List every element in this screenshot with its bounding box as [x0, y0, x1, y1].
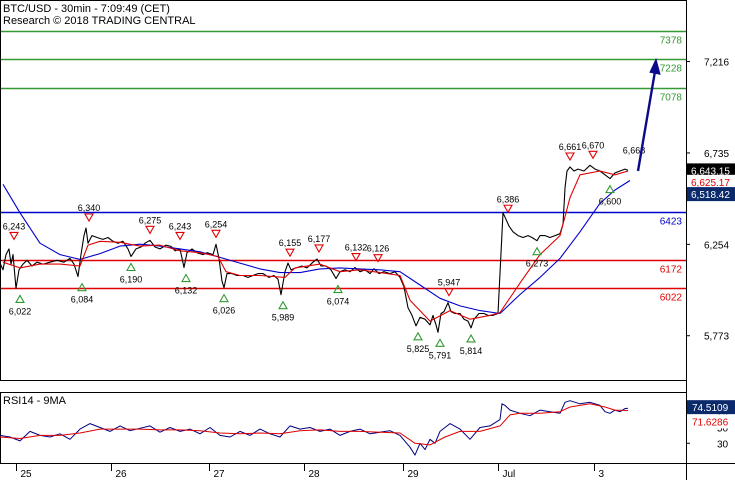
- axis-labels: 2526272829Jul37,2166,7356,2545,773705030…: [21, 58, 735, 480]
- point-label-24: 6,600: [599, 197, 622, 207]
- point-label-15: 6,126: [367, 244, 390, 254]
- marker-top-4: [145, 225, 155, 235]
- level-label-6022: 6022: [660, 293, 683, 304]
- marker-bottom-16: [413, 331, 423, 341]
- swing-markers: 6,243 6,022 6,340 6,084 6,275 6,190 6,243 6,132…: [3, 140, 646, 360]
- point-label-22: 6,661: [559, 142, 582, 152]
- point-label-0: 6,243: [3, 221, 26, 231]
- marker-bottom-21: [532, 246, 542, 256]
- marker-top-2: [84, 213, 94, 223]
- point-label-6: 6,243: [169, 221, 192, 231]
- point-label-12: 6,177: [308, 234, 331, 244]
- point-label-20: 6,386: [497, 194, 520, 204]
- chart-title: BTC/USD - 30min - 7:09:49 (CET): [3, 3, 170, 15]
- level-label-7078: 7078: [660, 93, 683, 104]
- marker-top-18: [444, 288, 454, 297]
- marker-bottom-7: [181, 273, 191, 283]
- level-label-6423: 6423: [660, 217, 683, 228]
- point-label-13: 6,074: [327, 297, 350, 307]
- marker-top-15: [373, 254, 383, 263]
- marker-bottom-5: [126, 262, 136, 272]
- point-label-18: 5,947: [438, 278, 461, 288]
- x-tick-label-26: 26: [116, 469, 128, 480]
- last-value-label-1: 6,625.17: [691, 178, 730, 189]
- marker-top-6: [175, 231, 185, 241]
- marker-top-0: [9, 231, 19, 241]
- point-label-2: 6,340: [78, 203, 101, 213]
- last-value-label-2: 6,518.42: [691, 190, 730, 201]
- rsi-y-tick-label-30: 30: [717, 439, 729, 450]
- point-label-23: 6,670: [582, 140, 605, 150]
- marker-top-8: [211, 229, 221, 239]
- x-tick-label-25: 25: [21, 469, 33, 480]
- point-label-7: 6,132: [175, 286, 198, 296]
- marker-top-22: [565, 152, 575, 162]
- x-tick-label-28: 28: [309, 469, 321, 480]
- point-label-11: 6,155: [279, 238, 302, 248]
- point-label-16: 5,825: [407, 344, 430, 354]
- forecast-arrow-shaft: [636, 71, 657, 172]
- x-tick-label-3: 3: [599, 469, 605, 480]
- last-value-badge-0: [687, 163, 735, 178]
- rsi-y-tick-label-50: 50: [717, 424, 729, 435]
- marker-top-11: [285, 248, 295, 258]
- level-label-6172: 6172: [660, 265, 683, 276]
- y-tick-label-5773: 5,773: [704, 332, 729, 343]
- marker-bottom-17: [435, 338, 445, 347]
- marker-bottom-3: [77, 282, 87, 292]
- point-label-3: 6,084: [71, 295, 94, 305]
- point-label-10: 5,989: [272, 313, 295, 323]
- x-tick-label-Jul: Jul: [503, 469, 516, 480]
- marker-top-20: [503, 204, 513, 214]
- marker-top-23: [588, 150, 598, 160]
- rsi-series-rsi-ma: [0, 403, 629, 446]
- point-label-25: 6,668: [623, 146, 646, 156]
- y-tick-label-6735: 6,735: [704, 149, 729, 160]
- chart-subtitle: Research © 2018 TRADING CENTRAL: [3, 15, 196, 27]
- rsi-last-badge-0: [687, 400, 735, 415]
- point-label-9: 6,026: [213, 306, 236, 316]
- point-label-19: 5,814: [460, 346, 483, 356]
- forecast-arrow-head: [649, 57, 661, 75]
- y-tick-label-6254: 6,254: [704, 240, 729, 251]
- last-value-badge-1: [687, 174, 735, 189]
- rsi-series-group: [0, 400, 629, 456]
- point-label-5: 6,190: [120, 275, 143, 285]
- rsi-panel-frame: [0, 392, 687, 464]
- rsi-last-label-0: 74.5109: [692, 403, 729, 414]
- rsi-last-badge-1: [687, 414, 735, 429]
- last-value-badge-2: [687, 187, 735, 202]
- point-label-17: 5,791: [429, 350, 452, 360]
- rsi-last-label-1: 71.6286: [692, 417, 729, 428]
- x-tick-label-27: 27: [214, 469, 226, 480]
- y-tick-label-7216: 7,216: [704, 58, 729, 69]
- price-panel-frame: [0, 0, 687, 381]
- marker-bottom-13: [333, 284, 343, 294]
- level-label-7378: 7378: [660, 36, 683, 47]
- marker-bottom-19: [466, 333, 476, 343]
- series-ma-blue: [2, 180, 631, 315]
- forecast-arrow-group: [636, 57, 661, 172]
- point-label-8: 6,254: [205, 219, 228, 229]
- level-lines: 7378 7228 7078 6423 6172 6022: [1, 30, 686, 304]
- series-price: [0, 164, 629, 333]
- point-label-4: 6,275: [139, 215, 162, 225]
- marker-bottom-24: [605, 184, 615, 194]
- x-tick-label-29: 29: [408, 469, 420, 480]
- day-ticks: [16, 463, 595, 471]
- marker-bottom-1: [15, 294, 25, 303]
- point-label-21: 6,273: [526, 259, 549, 269]
- marker-top-14: [351, 252, 361, 262]
- marker-top-12: [314, 244, 324, 254]
- rsi-title: RSI14 - 9MA: [3, 395, 67, 407]
- last-value-label-0: 6,643.15: [691, 166, 730, 177]
- level-label-7228: 7228: [660, 64, 683, 75]
- marker-bottom-9: [219, 293, 229, 303]
- point-label-1: 6,022: [9, 306, 32, 316]
- marker-bottom-10: [278, 300, 288, 310]
- point-label-14: 6,132: [345, 243, 368, 253]
